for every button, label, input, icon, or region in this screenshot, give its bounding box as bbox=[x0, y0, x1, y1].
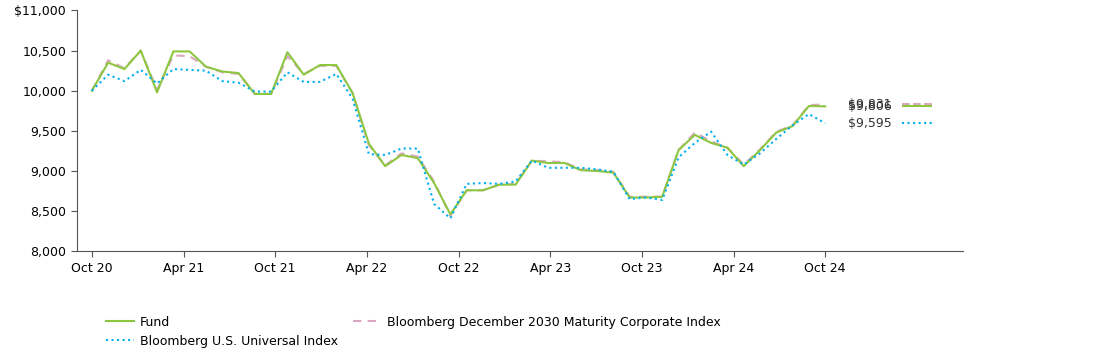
Legend: Fund, Bloomberg U.S. Universal Index, Bloomberg December 2030 Maturity Corporate: Fund, Bloomberg U.S. Universal Index, Bl… bbox=[101, 311, 725, 349]
Text: $9,831: $9,831 bbox=[848, 98, 892, 111]
Text: $9,595: $9,595 bbox=[848, 117, 892, 130]
Text: $9,806: $9,806 bbox=[848, 100, 892, 113]
